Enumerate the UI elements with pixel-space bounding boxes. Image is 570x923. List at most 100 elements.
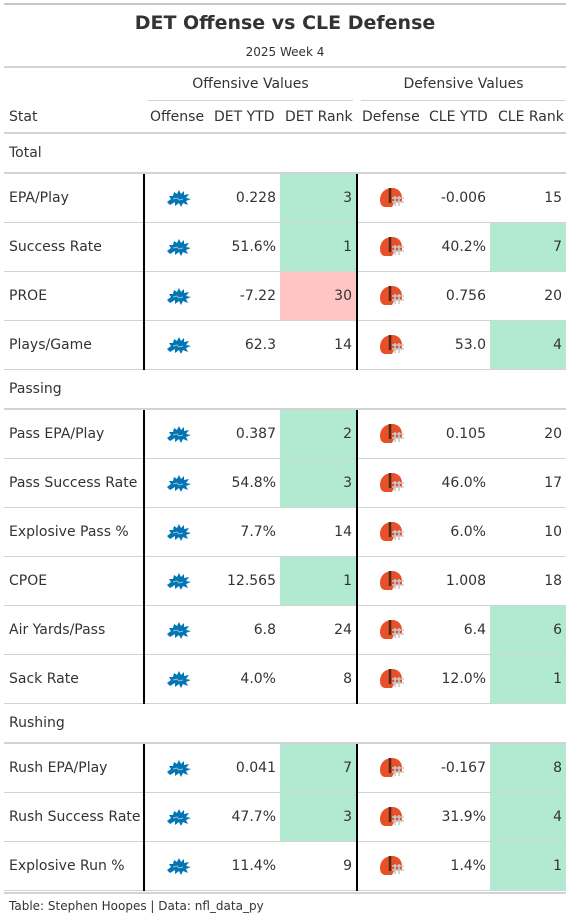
det-ytd-value: 0.387: [212, 408, 280, 459]
offense-logo-cell: [143, 605, 212, 655]
table-row: Pass EPA/Play 0.387 2 0.105 20: [4, 408, 567, 459]
table-row: Explosive Run % 11.4% 9 1.4% 1: [4, 841, 567, 891]
col-header-cle-rank: CLE Rank: [498, 109, 564, 125]
det-rank-value: 9: [280, 841, 357, 891]
browns-helmet-icon: [379, 424, 404, 443]
lions-logo-icon: [166, 573, 191, 590]
browns-helmet-icon: [379, 856, 404, 875]
cle-ytd-value: 53.0: [423, 320, 490, 370]
lions-logo-icon: [166, 475, 191, 492]
spanner-offensive-values: Offensive Values: [192, 76, 309, 92]
offense-logo-cell: [143, 841, 212, 891]
offense-logo-cell: [143, 320, 212, 370]
det-rank-value: 30: [280, 271, 357, 321]
defense-logo-cell: [356, 271, 423, 321]
table-row: Success Rate 51.6% 1 40.2% 7: [4, 222, 567, 272]
det-rank-value: 3: [280, 792, 357, 842]
lions-logo-icon: [166, 426, 191, 443]
det-rank-value: 8: [280, 654, 357, 704]
det-ytd-value: 51.6%: [212, 222, 280, 272]
lions-logo-icon: [166, 622, 191, 639]
defense-logo-cell: [356, 556, 423, 606]
table-row: Air Yards/Pass 6.8 24 6.4 6: [4, 605, 567, 655]
group-label: Total: [4, 134, 567, 174]
offense-logo-cell: [143, 556, 212, 606]
det-ytd-value: 7.7%: [212, 507, 280, 557]
group-row: Passing: [4, 369, 567, 410]
det-ytd-value: 0.041: [212, 742, 280, 793]
cle-rank-value: 8: [490, 742, 567, 793]
det-ytd-value: 54.8%: [212, 458, 280, 508]
table-row: Pass Success Rate 54.8% 3 46.0% 17: [4, 458, 567, 508]
cle-rank-value: 4: [490, 792, 567, 842]
col-header-offense: Offense: [150, 109, 205, 125]
cle-ytd-value: -0.167: [423, 742, 490, 793]
det-rank-value: 1: [280, 222, 357, 272]
top-rule: [4, 3, 566, 5]
cle-rank-value: 1: [490, 654, 567, 704]
defense-logo-cell: [356, 507, 423, 557]
det-ytd-value: 6.8: [212, 605, 280, 655]
det-rank-value: 2: [280, 408, 357, 459]
browns-helmet-icon: [379, 188, 404, 207]
stat-label: Rush Success Rate: [4, 792, 144, 842]
stat-label: Plays/Game: [4, 320, 144, 370]
stat-label: Air Yards/Pass: [4, 605, 144, 655]
table-row: Sack Rate 4.0% 8 12.0% 1: [4, 654, 567, 704]
col-header-det-rank: DET Rank: [285, 109, 353, 125]
defense-logo-cell: [356, 320, 423, 370]
det-rank-value: 7: [280, 742, 357, 793]
stat-label: Sack Rate: [4, 654, 144, 704]
det-rank-value: 3: [280, 172, 357, 223]
browns-helmet-icon: [379, 473, 404, 492]
defense-logo-cell: [356, 792, 423, 842]
group-row: Total: [4, 134, 567, 174]
browns-helmet-icon: [379, 571, 404, 590]
cle-ytd-value: 31.9%: [423, 792, 490, 842]
offense-logo-cell: [143, 408, 212, 459]
cle-rank-value: 15: [490, 172, 567, 223]
table-row: Explosive Pass % 7.7% 14 6.0% 10: [4, 507, 567, 557]
table-row: PROE -7.22 30 0.756 20: [4, 271, 567, 321]
stat-label: Explosive Pass %: [4, 507, 144, 557]
group-row: Rushing: [4, 703, 567, 744]
cle-rank-value: 20: [490, 271, 567, 321]
lions-logo-icon: [166, 337, 191, 354]
cle-rank-value: 7: [490, 222, 567, 272]
det-ytd-value: 4.0%: [212, 654, 280, 704]
defense-logo-cell: [356, 172, 423, 223]
det-ytd-value: 47.7%: [212, 792, 280, 842]
stats-table-body: Total EPA/Play 0.228 3 -0.006 15 Success Rate 5…: [4, 134, 567, 891]
table-subtitle: 2025 Week 4: [245, 45, 325, 59]
col-header-stat: Stat: [9, 109, 38, 125]
spanner-offense-line: [148, 100, 353, 101]
cle-rank-value: 20: [490, 408, 567, 459]
defense-logo-cell: [356, 841, 423, 891]
offense-logo-cell: [143, 172, 212, 223]
stat-label: Pass EPA/Play: [4, 408, 144, 459]
stat-label: Explosive Run %: [4, 841, 144, 891]
offense-logo-cell: [143, 507, 212, 557]
table-row: CPOE 12.565 1 1.008 18: [4, 556, 567, 606]
table-row: EPA/Play 0.228 3 -0.006 15: [4, 172, 567, 223]
table-row: Rush EPA/Play 0.041 7 -0.167 8: [4, 742, 567, 793]
spanner-defensive-values: Defensive Values: [403, 76, 524, 92]
det-rank-value: 1: [280, 556, 357, 606]
lions-logo-icon: [166, 288, 191, 305]
cle-ytd-value: 1.008: [423, 556, 490, 606]
cle-rank-value: 1: [490, 841, 567, 891]
lions-logo-icon: [166, 671, 191, 688]
det-rank-value: 14: [280, 320, 357, 370]
col-header-cle-ytd: CLE YTD: [429, 109, 488, 125]
lions-logo-icon: [166, 809, 191, 826]
column-header-rule: [4, 132, 566, 134]
col-header-det-ytd: DET YTD: [214, 109, 275, 125]
stat-label: Pass Success Rate: [4, 458, 144, 508]
defense-logo-cell: [356, 222, 423, 272]
cle-ytd-value: 0.756: [423, 271, 490, 321]
cle-rank-value: 18: [490, 556, 567, 606]
cle-ytd-value: 40.2%: [423, 222, 490, 272]
lions-logo-icon: [166, 760, 191, 777]
det-rank-value: 14: [280, 507, 357, 557]
lions-logo-icon: [166, 524, 191, 541]
